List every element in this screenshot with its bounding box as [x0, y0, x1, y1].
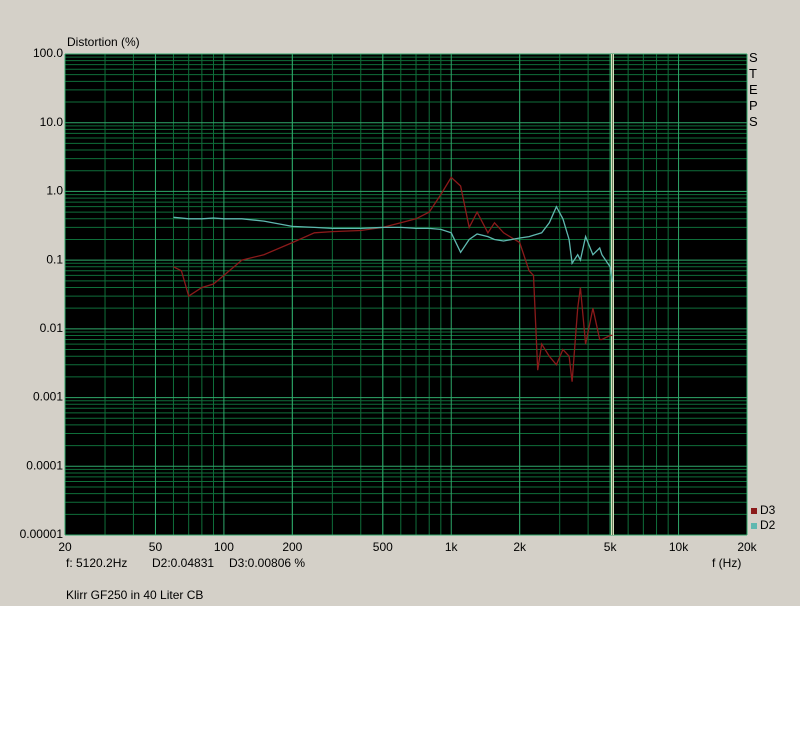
cursor-d2: D2:0.04831 [152, 556, 214, 570]
y-tick-label: 0.00001 [20, 527, 64, 541]
y-tick-label: 0.1 [46, 252, 63, 266]
plot-area [65, 54, 747, 535]
x-axis-label: f (Hz) [712, 556, 741, 570]
x-tick-label: 200 [282, 540, 302, 554]
y-tick-label: 100.0 [33, 46, 63, 60]
side-label: STEPS [749, 50, 758, 129]
footer: Klirr GF250 in 40 Liter CB [66, 588, 203, 602]
x-tick-label: 10k [669, 540, 689, 554]
x-tick-label: 20 [58, 540, 72, 554]
x-tick-label: 2k [513, 540, 527, 554]
y-axis-label: Distortion (%) [67, 35, 140, 49]
y-tick-label: 0.001 [33, 390, 63, 404]
y-tick-label: 0.01 [40, 321, 64, 335]
x-tick-label: 5k [604, 540, 618, 554]
cursor-d3: D3:0.00806 % [229, 556, 305, 570]
legend-label: D2 [760, 518, 776, 532]
cursor-frequency: f: 5120.2Hz [66, 556, 127, 570]
legend-label: D3 [760, 503, 776, 517]
x-tick-label: 50 [149, 540, 163, 554]
series-line [173, 176, 613, 382]
x-tick-label: 1k [445, 540, 459, 554]
y-tick-label: 10.0 [40, 115, 64, 129]
legend-swatch [751, 508, 757, 514]
y-tick-label: 1.0 [46, 184, 63, 198]
x-tick-label: 500 [373, 540, 393, 554]
x-tick-label: 20k [737, 540, 757, 554]
series-line [173, 205, 614, 283]
legend-swatch [751, 523, 757, 529]
x-tick-label: 100 [214, 540, 234, 554]
y-tick-label: 0.0001 [26, 458, 63, 472]
